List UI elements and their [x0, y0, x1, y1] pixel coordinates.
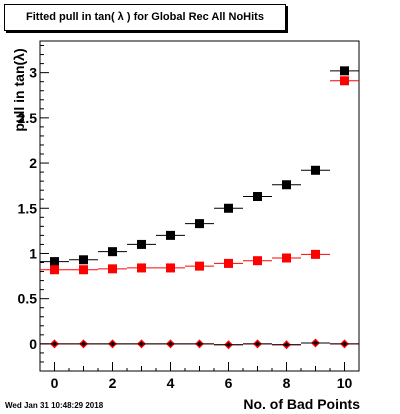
series-4-point: [255, 341, 260, 347]
series-2-point: [166, 263, 175, 273]
series-2-point: [79, 265, 88, 275]
series-2-point: [311, 249, 320, 259]
y-tick-label: 0.5: [18, 291, 38, 307]
series-2-point: [108, 264, 117, 274]
y-tick-label: 2.5: [18, 110, 38, 126]
series-1-point: [340, 66, 349, 76]
chart-title: Fitted pull in tan( λ ) for Global Rec A…: [26, 11, 264, 23]
series-1-point: [311, 165, 320, 175]
x-tick-label: 10: [337, 375, 353, 391]
y-tick-label: 3: [29, 65, 37, 81]
series-4-point: [226, 342, 231, 348]
x-tick-label: 8: [283, 375, 291, 391]
y-tick-label: 2: [29, 155, 37, 171]
chart-title-box: Fitted pull in tan( λ ) for Global Rec A…: [4, 4, 286, 31]
plot-frame: [39, 40, 360, 372]
series-2-point: [253, 256, 262, 266]
series-4-point: [139, 341, 144, 347]
series-1-point: [79, 255, 88, 265]
series-4-point: [313, 340, 318, 346]
y-axis-title: pull in tan(λ): [11, 48, 27, 132]
x-tick-label: 4: [167, 375, 175, 391]
series-4-point: [52, 341, 57, 347]
series-4-point: [284, 342, 289, 348]
x-tick-label: 0: [51, 375, 59, 391]
axis-ticks: 0 2 4 6 8 10 0 0.5 1 1.5 2 2.5 3: [18, 45, 360, 391]
series-2-point: [224, 258, 233, 268]
series-4-point: [168, 341, 173, 347]
series-1-point: [253, 192, 262, 202]
y-tick-label: 0: [29, 336, 37, 352]
series-1-point: [50, 257, 59, 267]
x-axis-title: No. of Bad Points: [243, 396, 360, 412]
x-tick-label: 6: [225, 375, 233, 391]
timestamp-footer: Wed Jan 31 10:48:29 2018: [5, 401, 104, 410]
x-tick-label: 2: [109, 375, 117, 391]
series-1-point: [108, 247, 117, 257]
y-tick-label: 1.5: [18, 200, 38, 216]
series-2-point: [50, 265, 59, 275]
series-2-point: [282, 253, 291, 263]
series-1-point: [224, 203, 233, 213]
series-1-point: [137, 239, 146, 249]
series-1-point: [195, 219, 204, 229]
series-2-point: [340, 76, 349, 86]
series-1-point: [282, 180, 291, 190]
series-2-point: [137, 263, 146, 273]
series-4-point: [110, 341, 115, 347]
series-1-point: [166, 230, 175, 240]
y-tick-label: 1: [29, 245, 37, 261]
series-4-point: [342, 341, 347, 347]
series-2-point: [195, 261, 204, 271]
series-4-point: [81, 341, 86, 347]
series-4-point: [197, 341, 202, 347]
data-marks: [40, 66, 359, 350]
